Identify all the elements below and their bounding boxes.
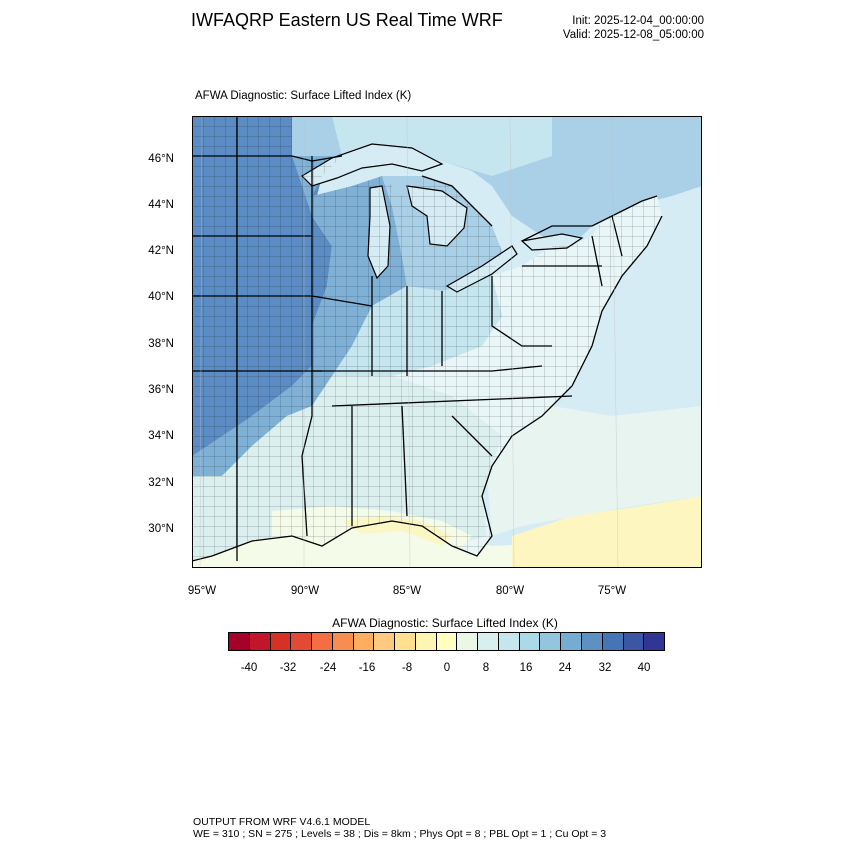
colorbar-cell — [540, 633, 562, 650]
colorbar-tick: 0 — [443, 662, 451, 674]
lon-label: 95°W — [187, 585, 217, 597]
footer-line-1: OUTPUT FROM WRF V4.6.1 MODEL — [193, 816, 371, 828]
lat-label: 32°N — [148, 477, 174, 489]
colorbar-tick: 32 — [598, 662, 612, 674]
canada-border — [192, 155, 658, 242]
colorbar-tick: 16 — [519, 662, 533, 674]
colorbar-cell — [415, 633, 437, 650]
atlantic-yellow — [512, 496, 702, 568]
lake-superior — [301, 143, 444, 187]
colorbar-cell — [229, 633, 250, 650]
county-mesh — [192, 116, 662, 561]
valid-time: Valid: 2025-12-08_05:00:00 — [562, 29, 704, 41]
lat-label: 40°N — [148, 291, 174, 303]
panel-title: AFWA Diagnostic: Surface Lifted Index (K… — [195, 90, 412, 102]
colorbar-cell — [270, 633, 292, 650]
model-footer: OUTPUT FROM WRF V4.6.1 MODEL WE = 310 ; … — [193, 816, 606, 840]
colorbar-cell — [436, 633, 458, 650]
colorbar-cell — [498, 633, 520, 650]
lon-label: 85°W — [392, 585, 422, 597]
colorbar-tick: 24 — [558, 662, 572, 674]
footer-line-2: WE = 310 ; SN = 275 ; Levels = 38 ; Dis … — [193, 828, 607, 840]
colorbar-cell — [478, 633, 499, 650]
colorbar-tick: -8 — [401, 662, 413, 674]
run-info: Init: 2025-12-04_00:00:00 Valid: 2025-12… — [563, 14, 704, 42]
map-canvas — [192, 116, 702, 568]
colorbar-cell — [582, 633, 603, 650]
lat-label: 34°N — [148, 430, 174, 442]
lat-label: 36°N — [148, 384, 174, 396]
colorbar-cell — [623, 633, 645, 650]
lat-label: 30°N — [148, 523, 174, 535]
lon-label: 90°W — [290, 585, 320, 597]
colorbar-cell — [312, 633, 333, 650]
colorbar-tick: -16 — [358, 662, 376, 674]
colorbar-cell — [519, 633, 541, 650]
colorbar — [228, 632, 665, 651]
lat-label: 46°N — [148, 153, 174, 165]
colorbar-cell — [644, 633, 665, 650]
colorbar-tick: -24 — [319, 662, 337, 674]
colorbar-cell — [561, 633, 583, 650]
colorbar-cell — [291, 633, 313, 650]
colorbar-cell — [374, 633, 396, 650]
colorbar-tick: 40 — [637, 662, 651, 674]
colorbar-cell — [249, 633, 271, 650]
colorbar-tick: -40 — [240, 662, 258, 674]
southern-atlantic — [482, 406, 702, 536]
colorbar-tick: 8 — [482, 662, 490, 674]
canada-light — [332, 116, 552, 176]
map-frame — [192, 116, 702, 568]
colorbar-cell — [395, 633, 416, 650]
init-time: Init: 2025-12-04_00:00:00 — [572, 15, 704, 27]
lat-label: 38°N — [148, 338, 174, 350]
lat-label: 44°N — [148, 199, 174, 211]
us-coastline — [192, 215, 663, 562]
state-lines — [192, 116, 623, 561]
colorbar-cell — [332, 633, 354, 650]
colorbar-cell — [602, 633, 624, 650]
page-title: IWFAQRP Eastern US Real Time WRF — [191, 10, 503, 30]
canada-land — [192, 116, 702, 246]
lon-label: 75°W — [597, 585, 627, 597]
graticule — [199, 116, 619, 568]
colorbar-tick: -32 — [279, 662, 297, 674]
lon-label: 80°W — [495, 585, 525, 597]
colorbar-title: AFWA Diagnostic: Surface Lifted Index (K… — [332, 616, 558, 630]
colorbar-cell — [353, 633, 375, 650]
lat-label: 42°N — [148, 245, 174, 257]
colorbar-cell — [457, 633, 479, 650]
